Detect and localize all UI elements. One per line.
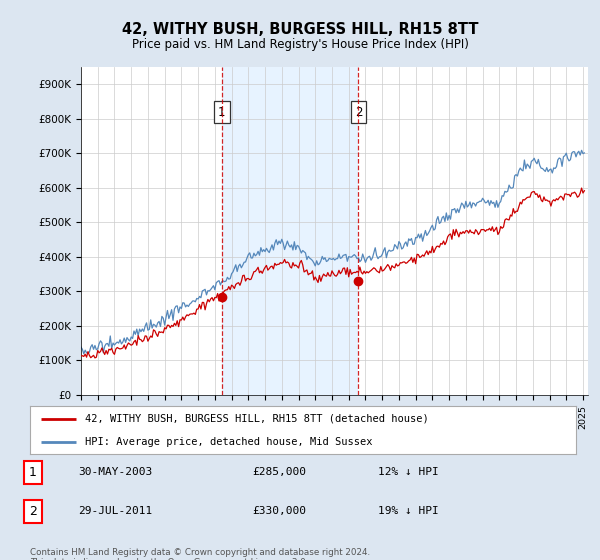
Text: 1: 1 [218, 105, 226, 119]
Text: Contains HM Land Registry data © Crown copyright and database right 2024.
This d: Contains HM Land Registry data © Crown c… [30, 548, 370, 560]
Text: £330,000: £330,000 [252, 506, 306, 516]
Text: Price paid vs. HM Land Registry's House Price Index (HPI): Price paid vs. HM Land Registry's House … [131, 38, 469, 51]
Text: 2: 2 [355, 105, 362, 119]
Text: 12% ↓ HPI: 12% ↓ HPI [378, 467, 439, 477]
Text: £285,000: £285,000 [252, 467, 306, 477]
Text: 42, WITHY BUSH, BURGESS HILL, RH15 8TT: 42, WITHY BUSH, BURGESS HILL, RH15 8TT [122, 22, 478, 38]
Text: HPI: Average price, detached house, Mid Sussex: HPI: Average price, detached house, Mid … [85, 437, 372, 447]
Text: 1: 1 [29, 465, 37, 479]
Text: 19% ↓ HPI: 19% ↓ HPI [378, 506, 439, 516]
Text: 42, WITHY BUSH, BURGESS HILL, RH15 8TT (detached house): 42, WITHY BUSH, BURGESS HILL, RH15 8TT (… [85, 414, 428, 424]
Text: 29-JUL-2011: 29-JUL-2011 [78, 506, 152, 516]
Bar [222, 67, 358, 395]
Text: 2: 2 [29, 505, 37, 518]
Text: 30-MAY-2003: 30-MAY-2003 [78, 467, 152, 477]
